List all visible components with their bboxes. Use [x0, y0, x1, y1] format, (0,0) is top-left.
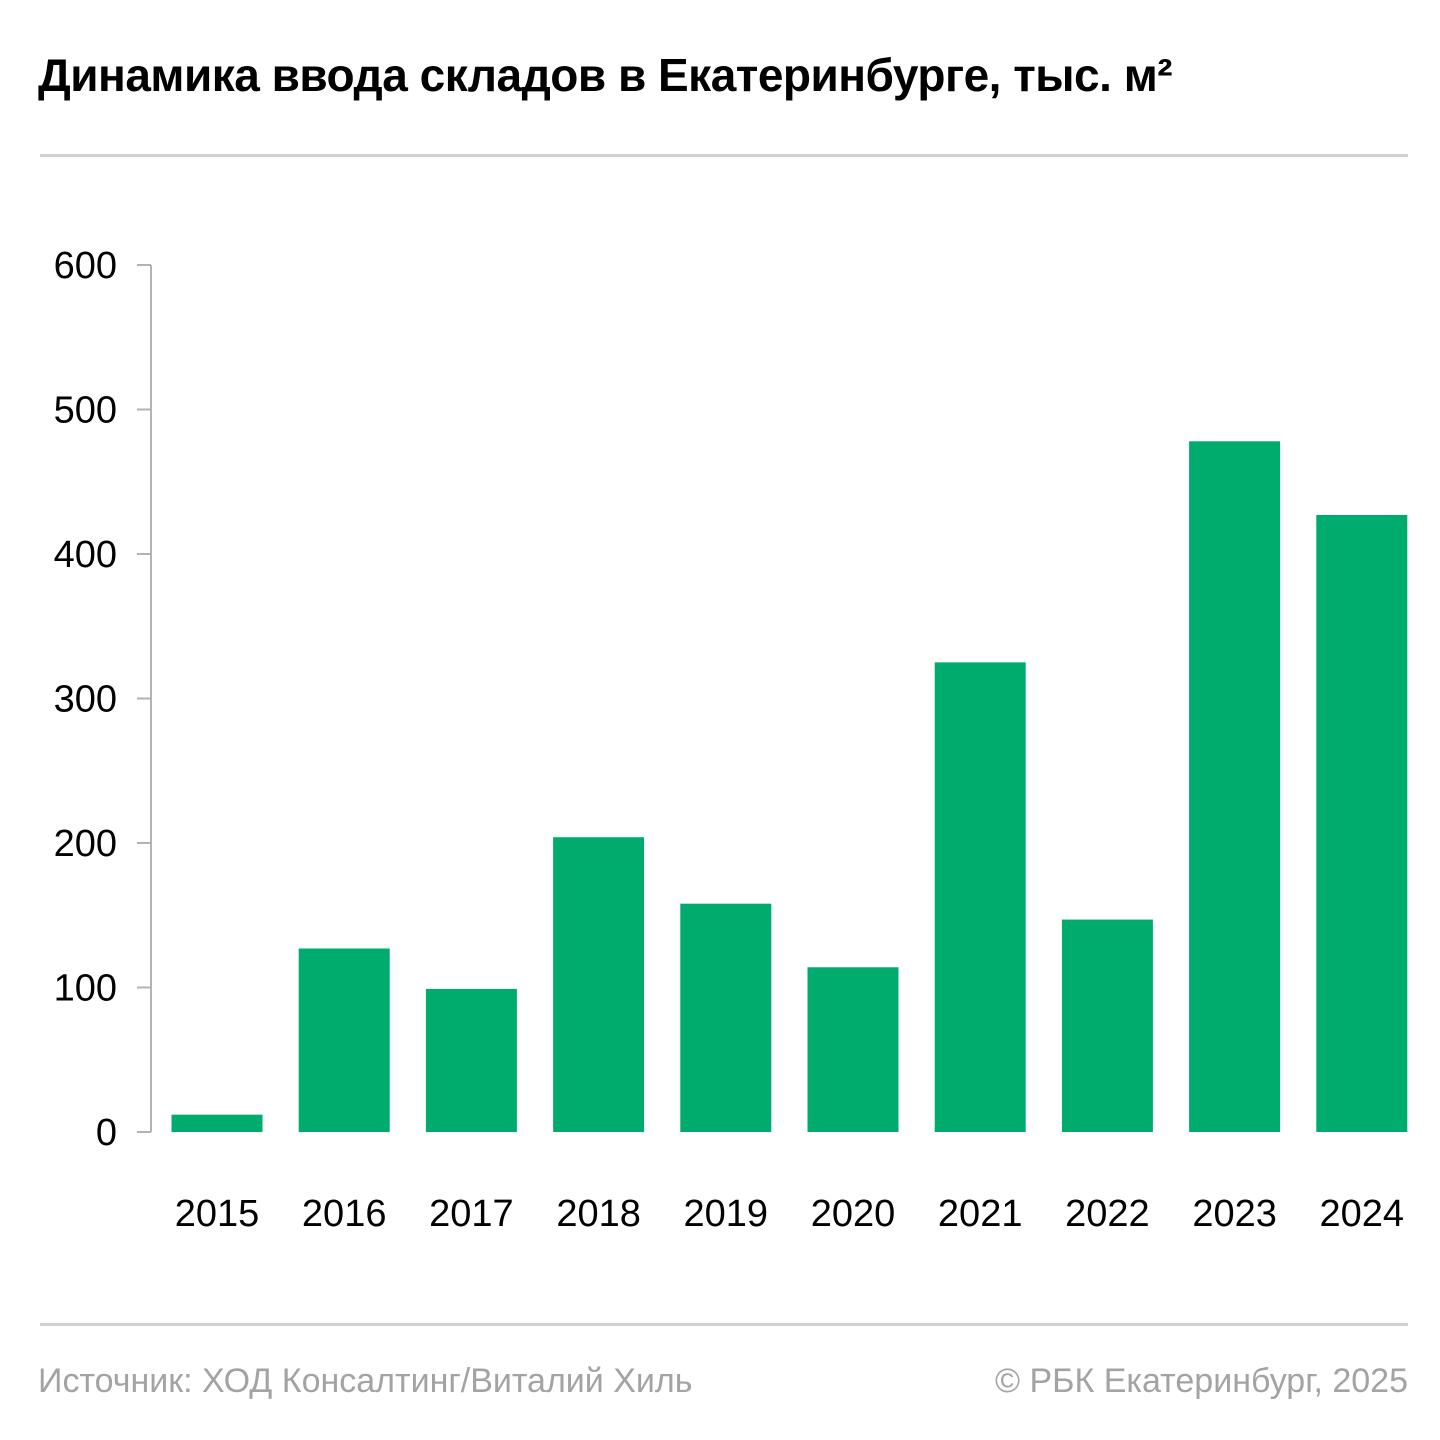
source-note: Источник: ХОД Консалтинг/Виталий Хиль — [38, 1362, 693, 1400]
x-tick-label: 2017 — [429, 1193, 514, 1235]
x-tick-label: 2021 — [938, 1193, 1023, 1235]
bar-2016 — [298, 948, 390, 1132]
bar-2019 — [680, 903, 772, 1132]
x-tick-label: 2015 — [175, 1193, 260, 1235]
x-tick-label: 2018 — [556, 1193, 641, 1235]
bars — [171, 441, 1408, 1132]
y-tick-label: 400 — [54, 534, 117, 576]
bar-2018 — [553, 837, 645, 1132]
y-tick-label: 600 — [54, 245, 117, 287]
bar-2021 — [934, 662, 1026, 1132]
bar-2020 — [807, 967, 899, 1132]
x-tick-label: 2019 — [684, 1193, 769, 1235]
bar-2024 — [1316, 514, 1408, 1132]
bar-2015 — [171, 1114, 263, 1132]
bar-2022 — [1061, 919, 1153, 1132]
y-tick-label: 100 — [54, 968, 117, 1010]
top-divider — [40, 154, 1408, 157]
y-tick-label: 0 — [96, 1112, 117, 1154]
x-tick-label: 2024 — [1320, 1193, 1405, 1235]
y-tick-label: 200 — [54, 823, 117, 865]
x-tick-label: 2022 — [1065, 1193, 1150, 1235]
bottom-divider — [40, 1323, 1408, 1326]
x-tick-label: 2016 — [302, 1193, 387, 1235]
x-tick-label: 2020 — [811, 1193, 896, 1235]
bar-2023 — [1189, 441, 1281, 1132]
y-axis: 0 100 200 300 400 500 600 — [54, 245, 152, 1154]
copyright-note: © РБК Екатеринбург, 2025 — [994, 1362, 1408, 1400]
chart-title: Динамика ввода складов в Екатеринбурге, … — [38, 49, 1173, 101]
y-tick-label: 300 — [54, 679, 117, 721]
y-tick-label: 500 — [54, 390, 117, 432]
x-axis-labels: 2015 2016 2017 2018 2019 2020 2021 2022 2023 2024 — [175, 1193, 1404, 1235]
x-tick-label: 2023 — [1192, 1193, 1277, 1235]
bar-2017 — [425, 988, 517, 1132]
